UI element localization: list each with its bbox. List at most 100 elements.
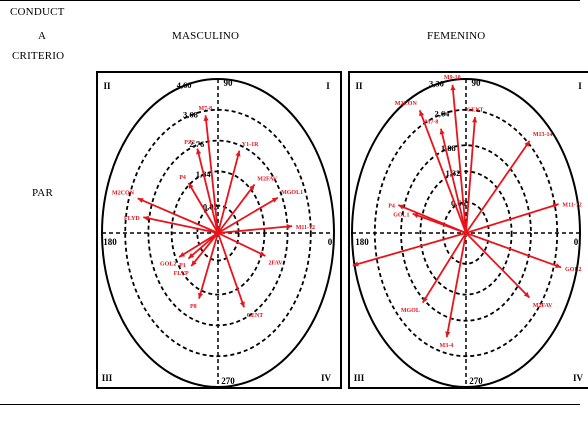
angle-label-180: 180 [103,237,117,247]
vector-line [217,196,279,234]
header-col1-line3: CRITERIO [12,50,65,62]
vector-arrowhead [552,203,559,209]
quadrant-label-II: II [103,81,111,91]
vector-label: MGOL [401,308,420,314]
vector-line [217,232,245,308]
chart-body: 0,661,321,882,643,30IIIIIIIV901802700M9-… [351,75,584,387]
ring-label: 1,32 [446,168,461,178]
angle-label-90: 90 [224,78,234,88]
vector-line [190,232,219,267]
vector-line [137,197,219,234]
vector-arrowhead [196,148,202,155]
ring-label: 3,68 [183,110,198,120]
vector-line [187,182,219,234]
header-col1-line1: CONDUCT [10,6,65,18]
vector-line [198,232,219,299]
vector-arrowhead [198,292,204,299]
vector-label: M7-8 [198,106,212,112]
vector-label: M7-8 [425,120,439,126]
chart-body: 0,821,842,763,684,60IIIIIIIV901802700M7-… [101,78,335,387]
polar-chart-femenino: 0,661,321,882,643,30IIIIIIIV901802700M9-… [351,75,584,387]
polar-chart-masculino: 0,821,842,763,684,60IIIIIIIV901802700M7-… [101,78,335,387]
vector-arrowhead [412,213,419,218]
vector-line [217,150,241,234]
vector-line [465,203,559,234]
vector-arrowhead [235,150,241,157]
vector-line [465,140,531,234]
header-masculino: MASCULINO [172,30,240,42]
vector-line [418,110,467,234]
quadrant-label-I: I [326,81,330,91]
vector-label: M2FAV [257,177,277,183]
vector-arrowhead [271,197,278,203]
ring-label: 2,76 [189,139,204,149]
vector-line [143,216,219,234]
vector-label: M9-10 [444,75,461,81]
vector-arrowhead [398,204,405,210]
vector-arrowhead [188,182,194,189]
chart-panel-femenino: 0,661,321,882,643,30IIIIIIIV901802700M9-… [348,71,588,389]
vector-label: PZ2 [184,140,195,146]
vector-line [445,232,467,338]
chart-panel-masculino: 0,821,842,763,684,60IIIIIIIV901802700M7-… [96,71,342,389]
vector-line [217,225,293,234]
vector-label: P4 [179,175,186,181]
vector-label: GOL2 [160,262,176,268]
vector-line [465,116,476,234]
vector-arrowhead [137,198,144,203]
angle-label-0: 0 [574,237,579,247]
vector-label: M11-12 [562,203,581,209]
vector-arrowhead [422,296,428,303]
vector-label: CENT [467,108,484,114]
vector-label: CENT [247,313,264,319]
vector-line [412,212,467,234]
vector-line [178,232,219,258]
vector-arrowhead [249,184,255,191]
quadrant-label-I: I [578,81,582,91]
vector-label: FLYP [174,271,189,277]
vector-line [187,232,219,260]
vector-label: M2FAV [533,303,553,309]
table-bottom-rule [0,404,580,405]
vector-label: M13-14 [533,132,553,138]
vector-line [465,232,562,269]
ring-label: 1,88 [441,143,456,153]
ring-label: 2,64 [434,108,450,118]
vector-label: 2FAV [268,260,283,266]
vector-arrowhead [439,128,445,135]
vector-arrowhead [188,253,195,259]
quadrant-label-IV: IV [573,373,584,383]
angle-label-90: 90 [472,78,482,88]
vector-line [421,232,467,304]
vector-label: FLYD [124,216,140,222]
vector-arrowhead [143,215,150,221]
vector-line [451,84,467,234]
quadrant-label-II: II [355,81,363,91]
vector-label: P8 [190,304,197,310]
quadrant-label-III: III [354,373,365,383]
vector-line [465,232,531,299]
vector-label: M11-12 [296,225,315,231]
vector-arrowhead [179,251,186,258]
vector-label: GOL1 [393,212,409,218]
vector-label: Y1-1R [242,142,259,148]
vector-arrowhead [352,261,359,267]
vector-line [217,183,256,234]
vector-label: P4 [388,203,395,209]
vector-arrowhead [191,260,197,267]
vector-line [217,232,266,257]
vector-label: M2CON [395,101,418,107]
vector-arrowhead [523,291,530,298]
vector-label: M2CON [112,191,135,197]
vector-arrowhead [259,251,266,256]
vector-arrowhead [524,140,530,147]
vector-arrowhead [472,116,478,123]
vector-line [204,115,219,234]
angle-label-270: 270 [469,376,483,386]
vector-arrowhead [286,224,293,230]
vector-arrowhead [419,110,425,117]
vector-line [196,148,219,234]
header-col1-line2: A [38,30,47,42]
vector-arrowhead [239,301,245,308]
vector-arrowhead [203,115,209,121]
